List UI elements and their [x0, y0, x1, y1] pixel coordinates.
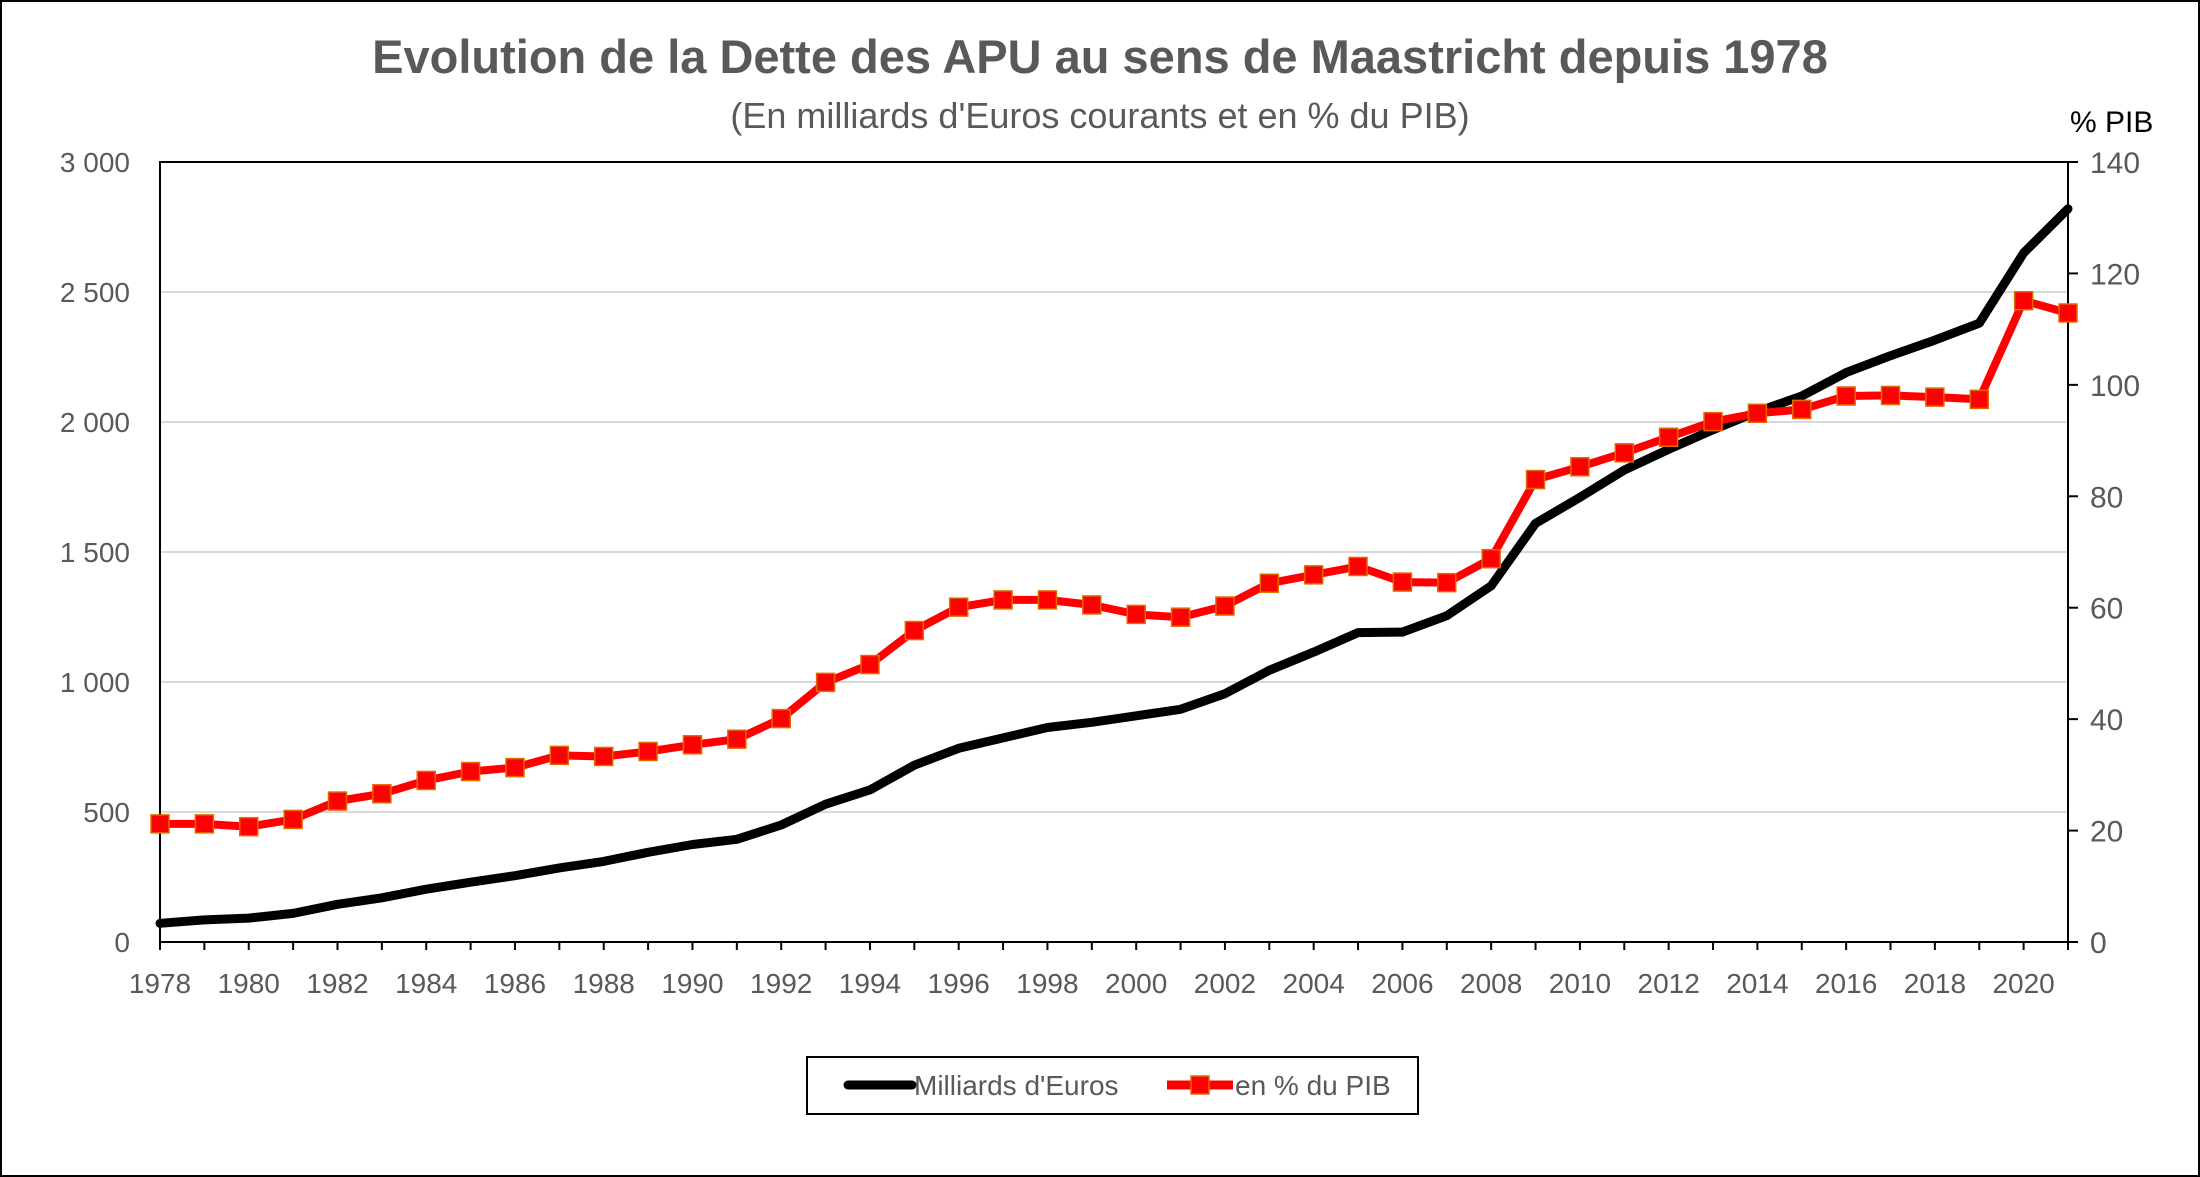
left-axis-tick-label: 3 000 [60, 147, 130, 178]
x-axis-tick-label: 1996 [928, 968, 990, 999]
pib-point-marker [1969, 389, 1990, 410]
x-axis-tick-label: 1982 [306, 968, 368, 999]
x-axis-tick-label: 2002 [1194, 968, 1256, 999]
pib-point-marker [948, 597, 969, 617]
left-axis-tick-label: 1 000 [60, 667, 130, 698]
x-axis-tick-label: 2014 [1726, 968, 1788, 999]
legend-label-milliards: Milliards d'Euros [914, 1070, 1119, 1101]
series-line-milliards [155, 204, 2073, 928]
left-axis-tick-label: 500 [83, 797, 130, 828]
x-axis-tick-label: 1988 [573, 968, 635, 999]
pib-point-marker [1392, 572, 1413, 592]
pib-point-marker [2058, 303, 2078, 323]
x-axis-tick-label: 1990 [661, 968, 723, 999]
right-axis-tick-label: 0 [2090, 927, 2107, 960]
right-axis-tick-label: 120 [2090, 258, 2140, 291]
x-axis-tick-label: 2004 [1283, 968, 1345, 999]
pib-point-marker [1703, 411, 1723, 432]
pib-point-marker [1570, 457, 1590, 477]
pib-point-marker [416, 770, 436, 791]
x-axis-tick-label: 1984 [395, 968, 457, 999]
pib-point-marker [1658, 427, 1679, 447]
plot-area [159, 161, 2069, 943]
right-axis-tick-label: 40 [2090, 704, 2123, 737]
x-axis-tick-label: 2010 [1549, 968, 1611, 999]
pib-point-marker [1925, 387, 1945, 407]
pib-point-marker [194, 814, 215, 834]
plot-border [159, 161, 2069, 943]
pib-point-marker [283, 809, 303, 830]
right-axis-tick-label: 140 [2090, 147, 2140, 180]
legend-marker-pib [1190, 1075, 1210, 1095]
pib-point-marker [1836, 386, 1856, 406]
x-axis-tick-label: 2018 [1904, 968, 1966, 999]
pib-point-marker [815, 672, 836, 693]
right-axis-tick-label: 20 [2090, 816, 2123, 849]
pib-point-marker [727, 729, 747, 749]
x-axis-tick-label: 2016 [1815, 968, 1877, 999]
right-axis-ticks: 0 20 40 60 80 100 120 140 [2068, 147, 2140, 960]
pib-point-marker [1082, 595, 1102, 615]
right-axis-tick-label: 80 [2090, 481, 2123, 514]
pib-point-marker [904, 620, 925, 641]
pib-point-marker [2013, 290, 2034, 311]
pib-point-marker [505, 757, 525, 778]
x-axis-tick-label: 2006 [1371, 968, 1433, 999]
chart-title: Evolution de la Dette des APU au sens de… [372, 30, 1828, 83]
x-axis-tick-label: 2012 [1638, 968, 1700, 999]
pib-point-marker [1792, 399, 1812, 420]
right-axis-tick-label: 100 [2090, 370, 2140, 403]
left-axis-ticks: 0 500 1 000 1 500 2 000 2 500 3 000 [60, 147, 130, 958]
series-line-pib [156, 296, 2072, 831]
series-layer [150, 204, 2078, 928]
pib-point-marker [1747, 403, 1768, 424]
pib-point-marker [150, 814, 170, 834]
pib-point-marker [1880, 385, 1901, 406]
pib-point-marker [1215, 596, 1235, 616]
pib-point-marker [1348, 556, 1368, 577]
chart-subtitle: (En milliards d'Euros courants et en % d… [730, 95, 1469, 136]
pib-point-marker [771, 708, 791, 729]
x-axis-tick-label: 1980 [218, 968, 280, 999]
gridlines [160, 291, 2068, 813]
pib-point-marker [1614, 443, 1635, 463]
pib-point-marker [1170, 607, 1191, 627]
right-axis-unit-label: % PIB [2070, 106, 2153, 139]
pib-point-marker [372, 784, 392, 804]
pib-point-marker [549, 745, 570, 766]
x-axis-tick-label: 1992 [750, 968, 812, 999]
pib-point-marker [682, 735, 703, 755]
pib-point-marker [860, 654, 880, 675]
right-axis-tick-label: 60 [2090, 593, 2123, 626]
pib-point-marker [1303, 565, 1324, 585]
x-axis-tick-label: 2020 [1992, 968, 2054, 999]
left-axis-tick-label: 2 500 [60, 277, 130, 308]
pib-point-marker [1259, 573, 1280, 593]
pib-point-marker [238, 816, 259, 837]
x-axis-tick-label: 1998 [1016, 968, 1078, 999]
left-axis-tick-label: 1 500 [60, 537, 130, 568]
pib-point-marker [638, 741, 658, 762]
pib-point-marker [460, 761, 481, 782]
x-axis-tick-label: 2000 [1105, 968, 1167, 999]
pib-point-marker [327, 791, 348, 811]
pib-point-marker [1037, 590, 1058, 610]
left-axis-tick-label: 0 [114, 927, 130, 958]
x-axis-ticks: 1978 1980 1982 1984 1986 1988 1990 1992 1994 1996… [129, 942, 2069, 999]
x-axis-tick-label: 2008 [1460, 968, 1522, 999]
pib-point-marker [1126, 604, 1146, 625]
pib-point-marker [1525, 469, 1546, 490]
x-axis-tick-label: 1994 [839, 968, 901, 999]
pib-point-marker [1481, 548, 1501, 569]
legend: Milliards d'Euros en % du PIB [806, 1056, 1419, 1115]
left-axis-tick-label: 2 000 [60, 407, 130, 438]
pib-point-marker [993, 590, 1013, 610]
pib-point-marker [593, 746, 614, 767]
x-axis-tick-label: 1978 [129, 968, 191, 999]
x-axis-tick-label: 1986 [484, 968, 546, 999]
legend-label-pib: en % du PIB [1235, 1070, 1391, 1101]
pib-point-marker [1437, 572, 1457, 593]
